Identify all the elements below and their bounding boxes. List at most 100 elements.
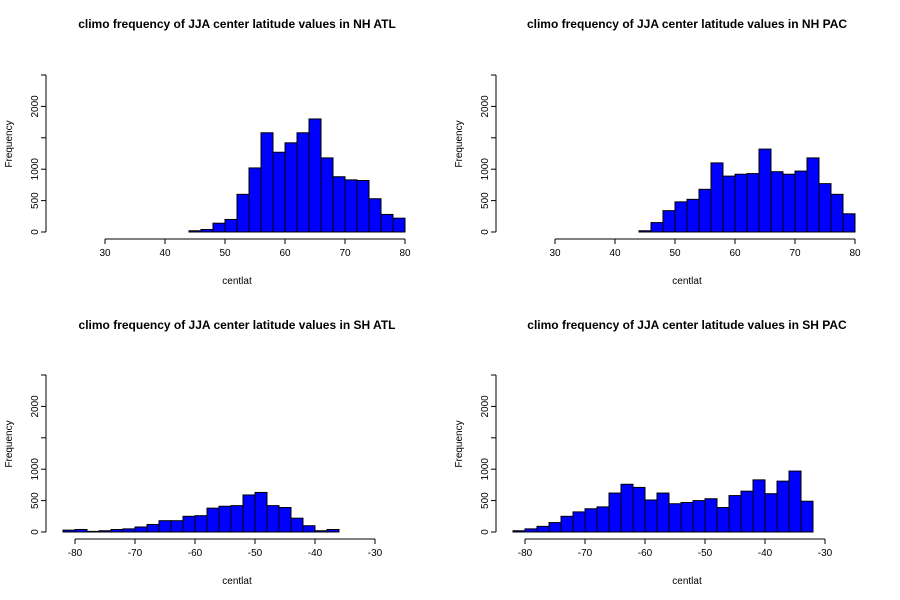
- histogram-bar: [212, 222, 226, 233]
- histogram-bar: [710, 162, 724, 233]
- histogram-bar: [248, 167, 262, 233]
- x-axis-label: centlat: [222, 276, 252, 287]
- histogram-bar: [170, 520, 184, 533]
- y-axis-label: Frequency: [454, 420, 465, 467]
- y-axis: 0 500 1000 2000: [30, 374, 47, 535]
- y-tick-label: 1000: [30, 158, 41, 181]
- bars: [512, 470, 814, 533]
- histogram-bar: [764, 493, 778, 533]
- histogram-bar: [218, 505, 232, 533]
- x-tick-label: -80: [518, 548, 533, 559]
- histogram-bar: [230, 505, 244, 533]
- x-axis-label: centlat: [222, 576, 252, 587]
- panel-nh-pac: climo frequency of JJA center latitude v…: [454, 17, 861, 287]
- histogram-bar: [686, 198, 700, 233]
- histogram-bar: [722, 175, 736, 233]
- bars: [62, 491, 340, 533]
- panel-sh-pac: climo frequency of JJA center latitude v…: [454, 318, 847, 587]
- histogram-bar: [356, 180, 370, 233]
- y-tick-label: 2000: [30, 395, 41, 418]
- x-axis: 30 40 50 60 70 80: [549, 238, 861, 259]
- y-tick-label: 0: [480, 229, 491, 235]
- x-tick-label: -60: [188, 548, 203, 559]
- x-axis-label: centlat: [672, 276, 702, 287]
- histogram-bar: [752, 479, 766, 533]
- x-tick-label: -70: [128, 548, 143, 559]
- histogram-bar: [146, 523, 160, 533]
- histogram-bar: [842, 213, 856, 233]
- histogram-bar: [770, 171, 784, 233]
- histogram-bar: [254, 491, 268, 533]
- y-axis-label: Frequency: [4, 120, 15, 167]
- histogram-bar: [692, 500, 706, 533]
- y-tick-label: 500: [480, 192, 491, 209]
- histogram-bar: [728, 495, 742, 533]
- x-tick-label: -30: [818, 548, 833, 559]
- chart-title: climo frequency of JJA center latitude v…: [527, 17, 847, 31]
- x-tick-label: -50: [248, 548, 263, 559]
- histogram-bar: [266, 505, 280, 533]
- histogram-bar: [620, 483, 634, 533]
- histogram-bar: [392, 217, 406, 233]
- histogram-bar: [380, 213, 394, 233]
- histogram-bar: [548, 522, 562, 533]
- histogram-bar: [638, 230, 652, 233]
- histogram-bar: [536, 525, 550, 533]
- x-tick-label: -40: [758, 548, 773, 559]
- x-tick-label: 30: [99, 248, 111, 259]
- x-tick-label: -60: [638, 548, 653, 559]
- histogram-bar: [320, 157, 334, 233]
- histogram-bar: [242, 494, 256, 533]
- x-tick-label: 50: [669, 248, 681, 259]
- y-tick-label: 0: [480, 529, 491, 535]
- histogram-bar: [776, 480, 790, 533]
- histogram-bar: [794, 170, 808, 233]
- chart-title: climo frequency of JJA center latitude v…: [527, 318, 847, 332]
- histogram-bar: [740, 490, 754, 533]
- chart-title: climo frequency of JJA center latitude v…: [78, 17, 396, 31]
- x-tick-label: 40: [609, 248, 621, 259]
- histogram-bar: [272, 151, 286, 233]
- x-tick-label: 40: [159, 248, 171, 259]
- y-tick-label: 1000: [480, 158, 491, 181]
- histogram-bar: [344, 179, 358, 233]
- histogram-bar: [62, 529, 76, 533]
- y-axis-label: Frequency: [454, 120, 465, 167]
- histogram-bar: [584, 508, 598, 533]
- x-tick-label: 70: [339, 248, 351, 259]
- histogram-bar: [188, 230, 202, 233]
- histogram-bar: [716, 507, 730, 533]
- bars: [188, 118, 406, 233]
- histogram-bar: [662, 210, 676, 233]
- histogram-bar: [806, 157, 820, 233]
- histogram-bar: [656, 492, 670, 533]
- histogram-bar: [290, 517, 304, 533]
- chart-title: climo frequency of JJA center latitude v…: [79, 318, 396, 332]
- histogram-bar: [560, 515, 574, 533]
- histogram-bar: [308, 118, 322, 233]
- y-axis: 0 500 1000 2000: [480, 374, 497, 535]
- x-axis: 30 40 50 60 70 80: [99, 238, 411, 259]
- y-tick-label: 2000: [480, 95, 491, 118]
- histogram-bar: [632, 486, 646, 533]
- y-tick-label: 500: [30, 492, 41, 509]
- histogram-bar: [596, 506, 610, 533]
- histogram-bar: [206, 507, 220, 533]
- histogram-bar: [788, 470, 802, 533]
- y-tick-label: 1000: [30, 458, 41, 481]
- x-tick-label: 80: [849, 248, 861, 259]
- histogram-bar: [200, 228, 214, 233]
- x-axis: -80 -70 -60 -50 -40 -30: [68, 538, 383, 559]
- histogram-bar: [278, 507, 292, 533]
- histogram-bar: [284, 142, 298, 233]
- x-tick-label: 60: [279, 248, 291, 259]
- x-axis-label: centlat: [672, 576, 702, 587]
- y-tick-label: 1000: [480, 458, 491, 481]
- histogram-bar: [704, 498, 718, 533]
- histogram-bar: [302, 525, 316, 533]
- panel-nh-atl: climo frequency of JJA center latitude v…: [4, 17, 411, 287]
- histogram-bar: [134, 526, 148, 533]
- histogram-bar: [698, 188, 712, 233]
- histogram-bar: [668, 503, 682, 533]
